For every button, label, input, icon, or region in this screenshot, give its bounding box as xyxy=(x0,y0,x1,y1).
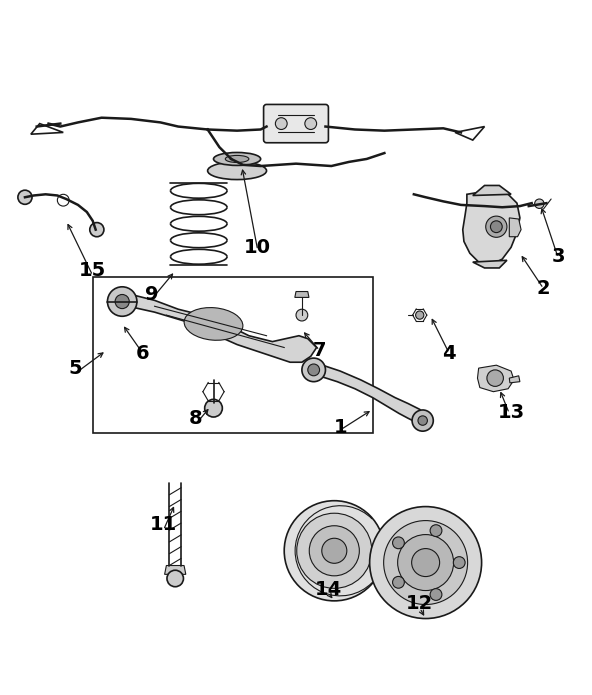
Ellipse shape xyxy=(184,308,243,341)
Text: 9: 9 xyxy=(145,285,159,304)
Polygon shape xyxy=(509,218,521,237)
Circle shape xyxy=(275,117,287,129)
Polygon shape xyxy=(478,365,514,392)
Circle shape xyxy=(297,513,372,589)
Circle shape xyxy=(398,534,453,591)
Circle shape xyxy=(115,295,129,309)
Circle shape xyxy=(430,589,442,600)
Text: 15: 15 xyxy=(79,261,107,280)
FancyBboxPatch shape xyxy=(263,104,329,142)
Circle shape xyxy=(322,538,347,564)
Text: 6: 6 xyxy=(136,344,150,363)
Polygon shape xyxy=(509,376,520,383)
Circle shape xyxy=(284,500,384,601)
Polygon shape xyxy=(473,261,507,268)
Text: 1: 1 xyxy=(333,418,347,436)
Polygon shape xyxy=(295,291,309,297)
Text: 2: 2 xyxy=(537,279,551,298)
Polygon shape xyxy=(463,191,520,265)
Text: 12: 12 xyxy=(406,594,433,613)
Text: 5: 5 xyxy=(68,359,82,377)
Polygon shape xyxy=(308,362,426,423)
Circle shape xyxy=(369,507,482,619)
Ellipse shape xyxy=(208,162,266,179)
Circle shape xyxy=(308,364,320,376)
Circle shape xyxy=(453,557,465,569)
Circle shape xyxy=(418,416,427,425)
Circle shape xyxy=(490,221,502,233)
Circle shape xyxy=(167,570,184,587)
Circle shape xyxy=(305,117,317,129)
Text: 7: 7 xyxy=(313,341,326,360)
Circle shape xyxy=(535,199,544,208)
Circle shape xyxy=(416,311,424,319)
Circle shape xyxy=(411,548,440,577)
Circle shape xyxy=(309,525,359,576)
Text: 3: 3 xyxy=(552,247,565,265)
Circle shape xyxy=(302,358,326,382)
Circle shape xyxy=(412,410,433,431)
Polygon shape xyxy=(110,295,317,362)
Polygon shape xyxy=(165,566,186,574)
Bar xyxy=(93,277,372,433)
Circle shape xyxy=(392,576,404,588)
Circle shape xyxy=(205,400,223,417)
Circle shape xyxy=(384,521,468,605)
Text: 4: 4 xyxy=(442,344,456,363)
Circle shape xyxy=(296,309,308,321)
Text: 14: 14 xyxy=(315,580,342,598)
Ellipse shape xyxy=(214,152,260,165)
Text: 13: 13 xyxy=(497,403,525,422)
Ellipse shape xyxy=(226,156,249,163)
Polygon shape xyxy=(473,186,511,195)
Circle shape xyxy=(430,525,442,537)
Text: 8: 8 xyxy=(189,409,202,427)
Circle shape xyxy=(90,222,104,237)
Text: 10: 10 xyxy=(244,238,271,257)
Circle shape xyxy=(108,287,137,316)
Circle shape xyxy=(487,370,503,386)
Circle shape xyxy=(485,216,507,237)
Circle shape xyxy=(392,537,404,549)
Circle shape xyxy=(18,190,32,204)
Text: 11: 11 xyxy=(150,515,177,534)
